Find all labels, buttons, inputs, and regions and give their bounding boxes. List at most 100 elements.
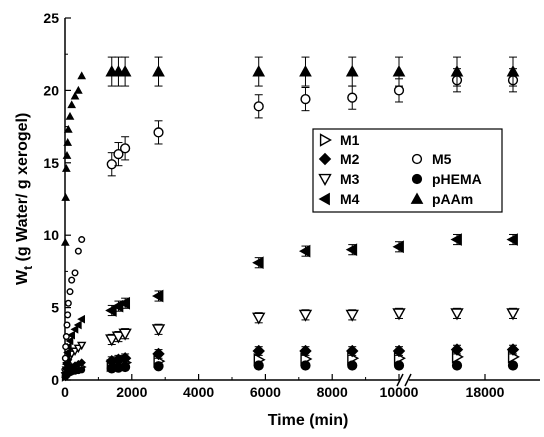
- x-tick-label: 10000: [380, 384, 419, 400]
- data-point: [61, 193, 71, 201]
- legend-marker: [410, 192, 424, 204]
- data-point: [252, 65, 266, 77]
- y-axis-label: Wt (g Water/ g xerogel): [14, 113, 35, 285]
- data-point: [252, 256, 264, 270]
- data-point: [74, 85, 83, 94]
- x-tick-label: 18000: [466, 384, 505, 400]
- legend: M1 M2 M3 M4 M5 pHEMA pAAm: [312, 128, 503, 213]
- data-point: [70, 324, 79, 334]
- legend-marker: [318, 192, 330, 206]
- data-point: [345, 309, 359, 322]
- data-point: [392, 65, 406, 77]
- data-point: [66, 288, 74, 296]
- data-point: [300, 93, 311, 105]
- data-point: [298, 244, 311, 258]
- data-point: [63, 348, 71, 357]
- series-pAAm: [60, 56, 520, 246]
- series-M4: [60, 233, 518, 378]
- x-tick-label: 8000: [317, 384, 348, 400]
- series-pHEMA: [61, 360, 519, 381]
- data-point: [71, 269, 79, 277]
- data-point: [392, 240, 404, 254]
- legend-marker: [318, 173, 332, 186]
- legend-marker: [411, 153, 423, 165]
- data-point: [120, 361, 131, 373]
- data-point: [118, 296, 131, 310]
- x-tick-label: 6000: [250, 384, 281, 400]
- y-tick-label: 0: [51, 372, 59, 388]
- x-axis-label: Time (min): [268, 412, 349, 429]
- data-point: [61, 164, 71, 172]
- axis-break-gap: [400, 374, 409, 386]
- data-point: [450, 65, 464, 77]
- legend-marker: [411, 173, 423, 185]
- data-point: [61, 354, 69, 362]
- data-point: [252, 312, 266, 325]
- data-point: [78, 366, 86, 374]
- data-point: [68, 276, 76, 284]
- data-point: [152, 65, 165, 77]
- data-point: [252, 344, 265, 358]
- data-point: [153, 127, 164, 138]
- data-point: [73, 320, 82, 330]
- legend-marker: [319, 133, 332, 147]
- legend-label: M3: [340, 171, 360, 187]
- data-point: [450, 343, 464, 356]
- legend-marker: [318, 152, 332, 166]
- axis-break-mark: [404, 373, 412, 387]
- legend-box: [312, 128, 503, 213]
- data-point: [60, 237, 70, 246]
- data-point: [62, 343, 70, 351]
- data-point: [153, 361, 164, 372]
- data-point: [253, 360, 264, 371]
- data-point: [63, 137, 73, 146]
- data-point: [106, 159, 117, 170]
- data-point: [151, 289, 164, 303]
- y-tick-label: 20: [43, 82, 59, 98]
- data-point: [298, 309, 313, 322]
- y-tick-label: 10: [43, 227, 59, 243]
- data-point: [299, 344, 312, 358]
- data-point: [506, 308, 520, 321]
- data-point: [62, 333, 70, 341]
- data-point: [67, 330, 75, 340]
- data-point: [65, 111, 75, 120]
- data-point: [451, 360, 463, 371]
- data-point: [105, 304, 117, 317]
- legend-label: M1: [340, 132, 360, 148]
- data-point: [74, 247, 82, 255]
- data-point: [345, 243, 358, 257]
- data-point: [507, 360, 519, 371]
- data-point: [393, 360, 405, 371]
- data-point: [63, 124, 73, 133]
- series-M1: [61, 350, 520, 382]
- data-point: [77, 341, 87, 351]
- data-point: [506, 233, 518, 246]
- data-point: [120, 143, 131, 154]
- data-point: [450, 308, 464, 321]
- data-point: [62, 151, 72, 159]
- data-point: [300, 360, 311, 371]
- series-M5: [61, 68, 519, 362]
- x-tick-label: 2000: [116, 384, 147, 400]
- axis-break-mark: [396, 373, 404, 387]
- y-tick-label: 25: [43, 10, 59, 26]
- x-tick-label: 4000: [183, 384, 214, 400]
- y-tick-label: 5: [51, 300, 59, 316]
- data-point: [61, 359, 70, 369]
- data-point: [67, 100, 77, 109]
- legend-label: pHEMA: [432, 171, 482, 187]
- data-point: [78, 236, 86, 244]
- data-point: [299, 65, 312, 77]
- data-point: [506, 65, 520, 77]
- data-point: [65, 336, 74, 346]
- legend-label: M2: [340, 151, 360, 167]
- data-point: [506, 343, 520, 356]
- data-point: [118, 65, 132, 77]
- data-point: [253, 101, 264, 112]
- data-point: [111, 331, 126, 344]
- data-point: [392, 308, 406, 321]
- y-tick-label: 15: [43, 155, 59, 171]
- data-point: [450, 233, 462, 246]
